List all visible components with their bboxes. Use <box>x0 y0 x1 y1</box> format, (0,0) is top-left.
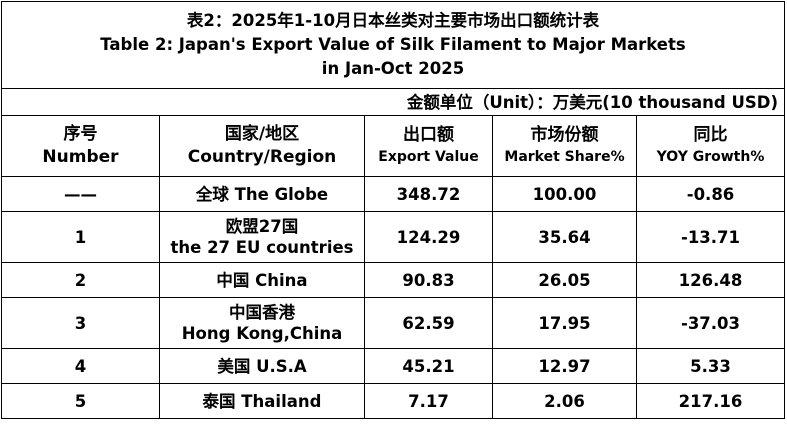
header-yoy-cn: 同比 <box>693 125 728 145</box>
table-row: 3 中国香港 Hong Kong,China 62.59 17.95 -37.0… <box>1 297 785 349</box>
header-export-value: 出口额 Export Value <box>364 115 493 177</box>
cell-export-value: 348.72 <box>364 176 493 212</box>
title-en-line2: in Jan-Oct 2025 <box>321 59 465 78</box>
header-country: 国家/地区 Country/Region <box>159 115 365 177</box>
header-value-en: Export Value <box>378 149 479 165</box>
export-statistics-table: 表2：2025年1-10月日本丝类对主要市场出口额统计表 Table 2: Ja… <box>1 1 785 419</box>
header-share-en: Market Share% <box>504 149 625 165</box>
country-line2: the 27 EU countries <box>170 238 354 257</box>
cell-country: 中国 China <box>159 262 365 298</box>
cell-number: 2 <box>1 262 160 298</box>
cell-market-share: 26.05 <box>492 262 637 298</box>
cell-export-value: 45.21 <box>364 348 493 384</box>
cell-country: 全球 The Globe <box>159 176 365 212</box>
header-number: 序号 Number <box>1 115 160 177</box>
cell-export-value: 90.83 <box>364 262 493 298</box>
country-line1: 全球 The Globe <box>195 184 329 204</box>
cell-yoy-growth: -0.86 <box>636 176 785 212</box>
cell-number: 1 <box>1 211 160 263</box>
country-line2: Hong Kong,China <box>181 324 343 343</box>
header-country-en: Country/Region <box>187 147 337 167</box>
cell-market-share: 2.06 <box>492 383 637 419</box>
cell-number: 5 <box>1 383 160 419</box>
cell-export-value: 62.59 <box>364 297 493 349</box>
cell-market-share: 35.64 <box>492 211 637 263</box>
country-line1: 美国 U.S.A <box>217 356 307 376</box>
table-row: —— 全球 The Globe 348.72 100.00 -0.86 <box>1 176 785 212</box>
header-number-cn: 序号 <box>63 124 98 144</box>
cell-yoy-growth: -13.71 <box>636 211 785 263</box>
cell-market-share: 100.00 <box>492 176 637 212</box>
cell-country: 欧盟27国 the 27 EU countries <box>159 211 365 263</box>
header-row: 序号 Number 国家/地区 Country/Region 出口额 Expor… <box>1 115 785 177</box>
cell-market-share: 12.97 <box>492 348 637 384</box>
header-number-en: Number <box>42 147 119 167</box>
cell-country: 泰国 Thailand <box>159 383 365 419</box>
cell-yoy-growth: 217.16 <box>636 383 785 419</box>
cell-country: 中国香港 Hong Kong,China <box>159 297 365 349</box>
table-row: 4 美国 U.S.A 45.21 12.97 5.33 <box>1 348 785 384</box>
header-value-cn: 出口额 <box>403 125 454 145</box>
country-line1: 泰国 Thailand <box>202 391 322 411</box>
table-title: 表2：2025年1-10月日本丝类对主要市场出口额统计表 Table 2: Ja… <box>1 1 785 89</box>
cell-number: 3 <box>1 297 160 349</box>
table-row: 2 中国 China 90.83 26.05 126.48 <box>1 262 785 298</box>
cell-export-value: 7.17 <box>364 383 493 419</box>
header-country-cn: 国家/地区 <box>224 124 300 144</box>
header-yoy-en: YOY Growth% <box>656 149 765 165</box>
cell-yoy-growth: 126.48 <box>636 262 785 298</box>
title-en-line1: Table 2: Japan's Export Value of Silk Fi… <box>100 35 686 54</box>
country-line1: 中国 China <box>216 270 308 290</box>
unit-note: 金额单位（Unit）：万美元(10 thousand USD) <box>1 88 785 116</box>
cell-yoy-growth: -37.03 <box>636 297 785 349</box>
cell-yoy-growth: 5.33 <box>636 348 785 384</box>
cell-export-value: 124.29 <box>364 211 493 263</box>
cell-number: 4 <box>1 348 160 384</box>
cell-market-share: 17.95 <box>492 297 637 349</box>
cell-country: 美国 U.S.A <box>159 348 365 384</box>
table-row: 5 泰国 Thailand 7.17 2.06 217.16 <box>1 383 785 419</box>
header-market-share: 市场份额 Market Share% <box>492 115 637 177</box>
header-yoy-growth: 同比 YOY Growth% <box>636 115 785 177</box>
title-cn: 表2：2025年1-10月日本丝类对主要市场出口额统计表 <box>186 11 600 30</box>
cell-number: —— <box>1 176 160 212</box>
country-line1: 中国香港 <box>229 303 295 322</box>
table-row: 1 欧盟27国 the 27 EU countries 124.29 35.64… <box>1 211 785 263</box>
header-share-cn: 市场份额 <box>530 125 599 145</box>
country-line1: 欧盟27国 <box>225 217 299 236</box>
